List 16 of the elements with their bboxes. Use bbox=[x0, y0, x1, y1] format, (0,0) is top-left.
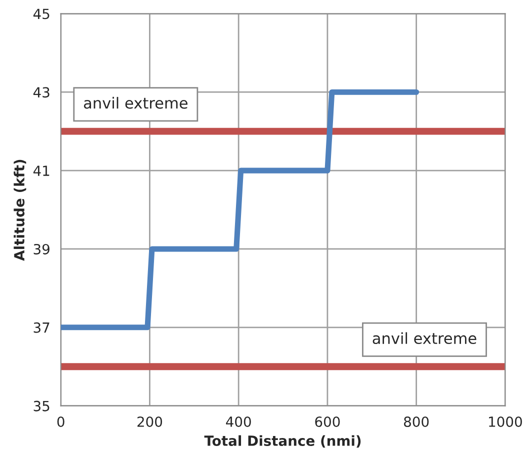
ref-line-label: anvil extreme bbox=[84, 96, 188, 109]
x-tick-label: 400 bbox=[226, 416, 251, 428]
x-tick-label: 600 bbox=[315, 416, 340, 428]
y-axis-title: Altitude (kft) bbox=[14, 160, 26, 261]
y-tick-label: 39 bbox=[34, 244, 50, 254]
y-tick-label: 35 bbox=[34, 400, 50, 412]
x-tick-label: 800 bbox=[404, 416, 429, 428]
y-tick-label: 43 bbox=[33, 87, 50, 98]
y-tick-label: 45 bbox=[33, 8, 50, 20]
y-tick-label: 41 bbox=[33, 166, 50, 176]
y-tick-label: 37 bbox=[34, 322, 50, 333]
x-axis-title: Total Distance (nmi) bbox=[204, 435, 361, 448]
x-tick-label: 1000 bbox=[489, 416, 522, 428]
x-tick-label: 200 bbox=[137, 416, 162, 428]
x-tick-label: 0 bbox=[57, 416, 64, 428]
ref-line-label: anvil extreme bbox=[372, 332, 476, 344]
